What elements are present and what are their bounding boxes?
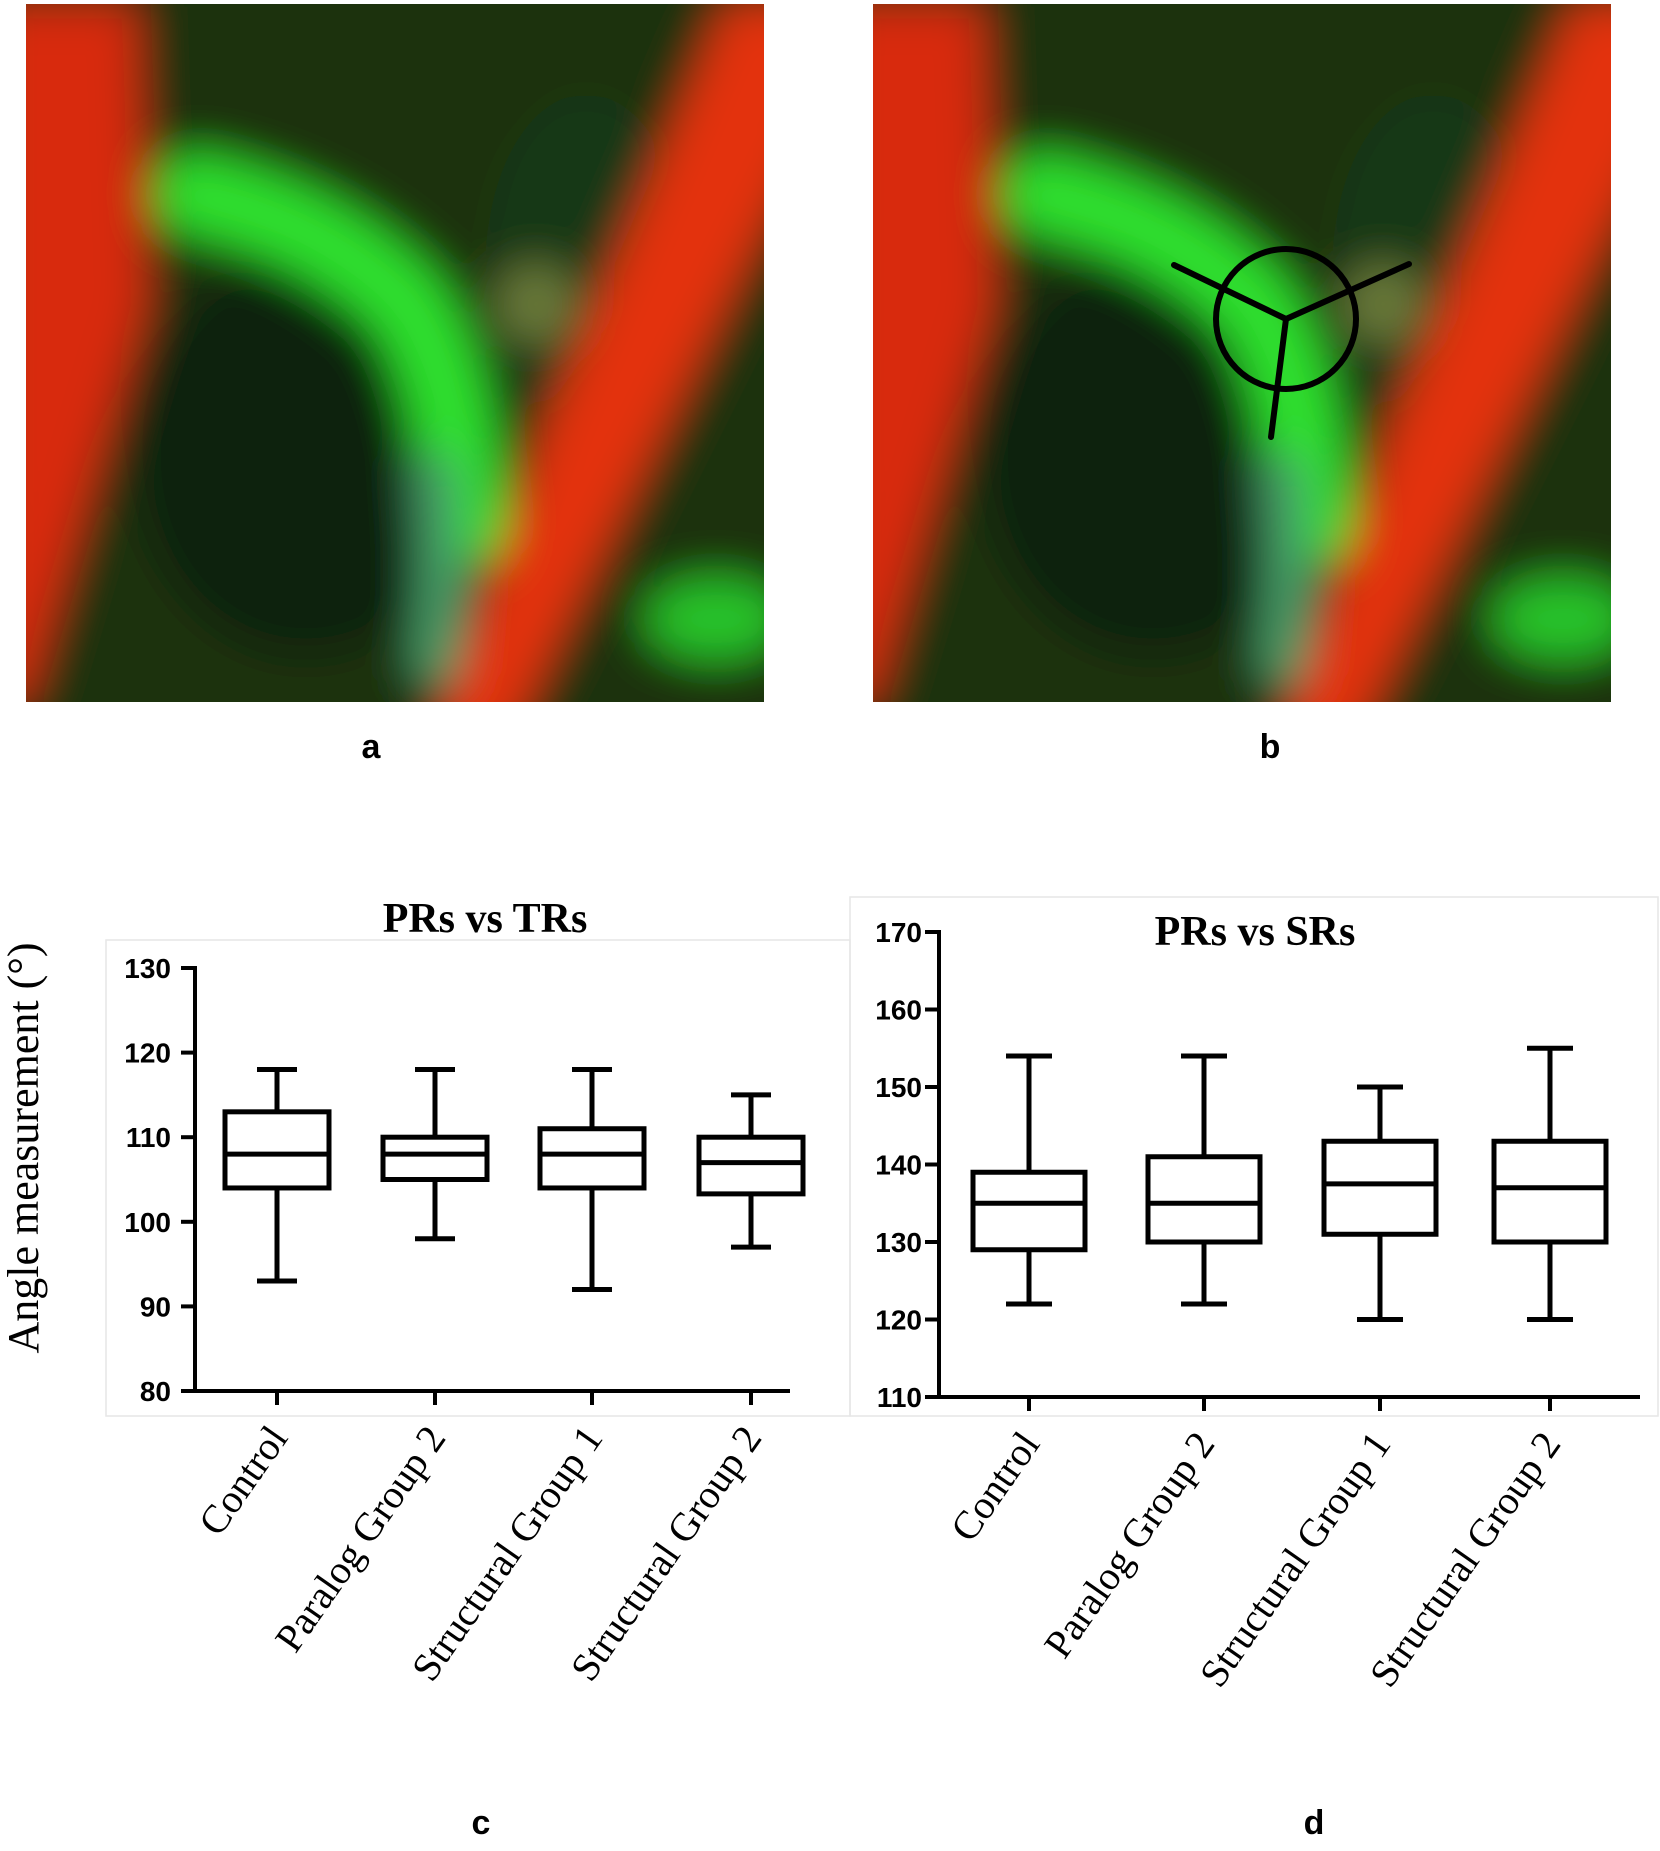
- category-label-0: Paralog Group 2: [266, 1417, 455, 1659]
- panel-label-b: b: [1259, 728, 1281, 766]
- y-tick-label-1: 110: [877, 1382, 922, 1413]
- y-tick-label-1: 130: [875, 1227, 922, 1258]
- annotation-arm-left: [1171, 262, 1289, 322]
- y-tick-label-0: 130: [124, 953, 171, 984]
- y-tick-label-0: 120: [124, 1038, 171, 1069]
- y-tick-label-0: 80: [140, 1376, 171, 1407]
- panel-label-a: a: [361, 728, 381, 766]
- box-iqr: [696, 1134, 806, 1197]
- category-label-0: Structural Group 2: [561, 1417, 770, 1689]
- panel-label-d: d: [1303, 1804, 1325, 1842]
- micrograph-a: [26, 4, 764, 702]
- y-tick-label-0: 100: [124, 1207, 171, 1238]
- y-tick-label-1: 140: [875, 1150, 922, 1181]
- annotation-circle: [1213, 246, 1359, 392]
- y-tick-label-1: 150: [875, 1072, 922, 1103]
- annotation-arm-down: [1268, 316, 1289, 440]
- box-iqr: [1491, 1138, 1609, 1245]
- box-iqr: [1321, 1138, 1439, 1237]
- chart-title-1: PRs vs SRs: [1155, 909, 1356, 955]
- box-iqr: [222, 1109, 332, 1191]
- plot-frame-0: [105, 939, 851, 1417]
- y-tick-label-0: 90: [140, 1291, 171, 1322]
- category-label-0: Structural Group 1: [402, 1417, 611, 1689]
- angle-annotation: [1171, 246, 1412, 440]
- y-tick-label-1: 170: [875, 917, 922, 948]
- category-label-1: Structural Group 2: [1360, 1423, 1569, 1695]
- category-label-1: Paralog Group 2: [1035, 1423, 1224, 1665]
- chart-title-0: PRs vs TRs: [383, 896, 588, 942]
- y-tick-label-0: 110: [126, 1122, 171, 1153]
- annotation-arm-right: [1283, 261, 1412, 322]
- y-tick-label-1: 120: [875, 1305, 922, 1336]
- box-iqr: [537, 1126, 647, 1191]
- y-tick-label-1: 160: [875, 995, 922, 1026]
- micrograph-b: [873, 4, 1611, 702]
- category-label-1: Structural Group 1: [1190, 1423, 1399, 1695]
- box-iqr: [380, 1134, 490, 1182]
- panel-label-c: c: [471, 1804, 491, 1842]
- category-label-1: Control: [941, 1423, 1048, 1549]
- box-iqr: [1145, 1154, 1263, 1245]
- box-iqr: [970, 1169, 1088, 1253]
- y-axis-title: Angle measurement (°): [0, 943, 48, 1354]
- plot-frame-1: [849, 896, 1659, 1417]
- category-label-0: Control: [189, 1417, 296, 1543]
